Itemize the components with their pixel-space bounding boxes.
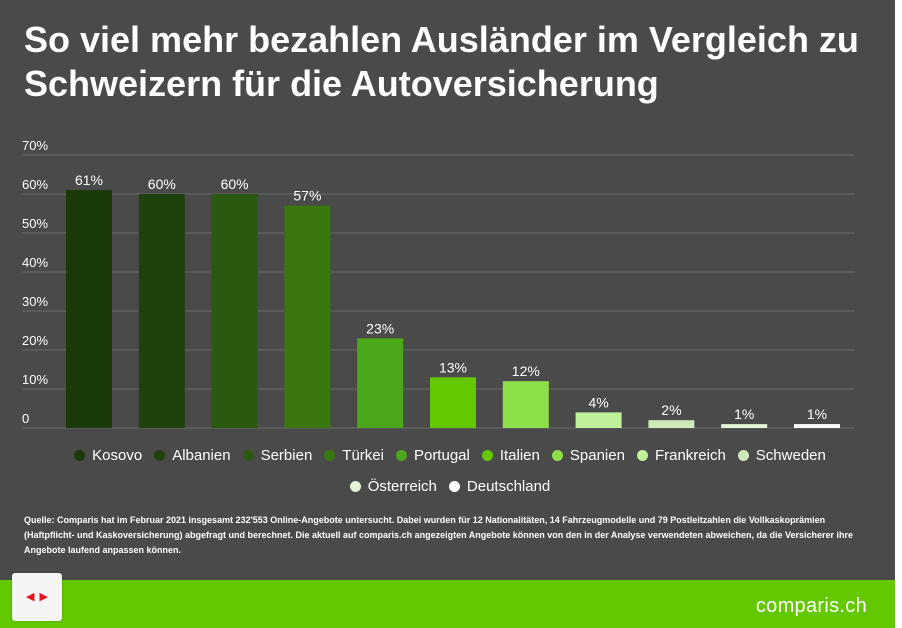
data-label: 2% [661, 402, 681, 418]
legend-dot-icon [242, 449, 254, 461]
legend-dot-icon [448, 480, 460, 492]
y-tick-label: 50% [22, 216, 48, 231]
legend-item: Schweden [737, 444, 826, 466]
bar [721, 424, 768, 428]
y-tick-label: 70% [22, 138, 48, 153]
legend-label: Frankreich [654, 446, 726, 464]
legend-dot-icon [636, 449, 648, 461]
legend-label: Schweden [755, 446, 826, 464]
prev-arrow-icon[interactable]: ◀ [26, 590, 35, 603]
legend-dot-icon [737, 449, 749, 461]
legend-label: Spanien [569, 446, 625, 464]
legend-item: Spanien [551, 444, 625, 466]
legend-label: Türkei [342, 446, 384, 464]
data-label: 60% [221, 176, 249, 192]
bar-chart: 0 10% 20% 30% 40% 50% 60% 70% 61% 60% 60% 57% 23% 13%… [22, 138, 855, 429]
next-arrow-icon[interactable]: ▶ [39, 590, 48, 603]
bar [66, 190, 112, 428]
comparis-logo: comparis.ch [755, 595, 867, 617]
data-label: 12% [512, 363, 540, 379]
legend-dot-icon [349, 480, 361, 492]
bar [211, 194, 258, 428]
legend-item: Albanien [154, 444, 231, 466]
data-label: 57% [293, 188, 321, 204]
legend-dot-icon [395, 449, 407, 461]
data-label: 4% [588, 394, 608, 410]
legend-item: Serbien [242, 444, 313, 466]
footer-bar: comparis.ch [0, 580, 895, 628]
legend-item: Österreich [349, 475, 437, 497]
y-tick-label: 40% [22, 255, 48, 270]
legend-item: Deutschland [448, 475, 551, 497]
legend-label: Österreich [367, 477, 437, 495]
data-label: 23% [366, 320, 394, 336]
bar [284, 205, 331, 428]
legend-item: Portugal [395, 444, 470, 466]
legend-item: Italien [481, 444, 540, 466]
bar [138, 194, 185, 428]
y-tick-label: 10% [22, 372, 48, 387]
data-label: 61% [75, 172, 103, 188]
source-note: Quelle: Comparis hat im Februar 2021 ins… [24, 515, 854, 555]
y-tick-label: 30% [22, 294, 48, 309]
legend-dot-icon [154, 449, 166, 461]
bar [502, 381, 549, 428]
bar [794, 424, 840, 428]
bar [357, 338, 404, 428]
bar [648, 420, 695, 428]
y-tick-label: 0 [22, 411, 29, 426]
data-label: 60% [148, 176, 176, 192]
legend-label: Albanien [172, 446, 231, 464]
legend-label: Serbien [260, 446, 313, 464]
legend-dot-icon [481, 449, 493, 461]
data-label: 1% [807, 406, 827, 422]
chart-title: So viel mehr bezahlen Ausländer im Vergl… [24, 19, 859, 104]
legend-item: Frankreich [636, 444, 726, 466]
legend-item: Kosovo [74, 444, 142, 466]
legend-item: Türkei [324, 444, 384, 466]
slide-nav-widget[interactable]: ◀ ▶ [12, 573, 62, 621]
legend-dot-icon [74, 449, 86, 461]
bar [430, 377, 476, 428]
legend-label: Kosovo [92, 446, 143, 464]
y-tick-label: 20% [22, 333, 48, 348]
bar [575, 412, 622, 428]
legend-label: Italien [499, 446, 540, 464]
data-label: 13% [439, 359, 467, 375]
legend-dot-icon [324, 449, 336, 461]
legend-label: Deutschland [466, 477, 551, 495]
data-label: 1% [734, 406, 754, 422]
chart-legend: Kosovo Albanien Serbien Türkei Portugal Itali… [40, 444, 860, 497]
legend-dot-icon [551, 449, 563, 461]
legend-label: Portugal [413, 446, 470, 464]
y-tick-label: 60% [22, 177, 48, 192]
